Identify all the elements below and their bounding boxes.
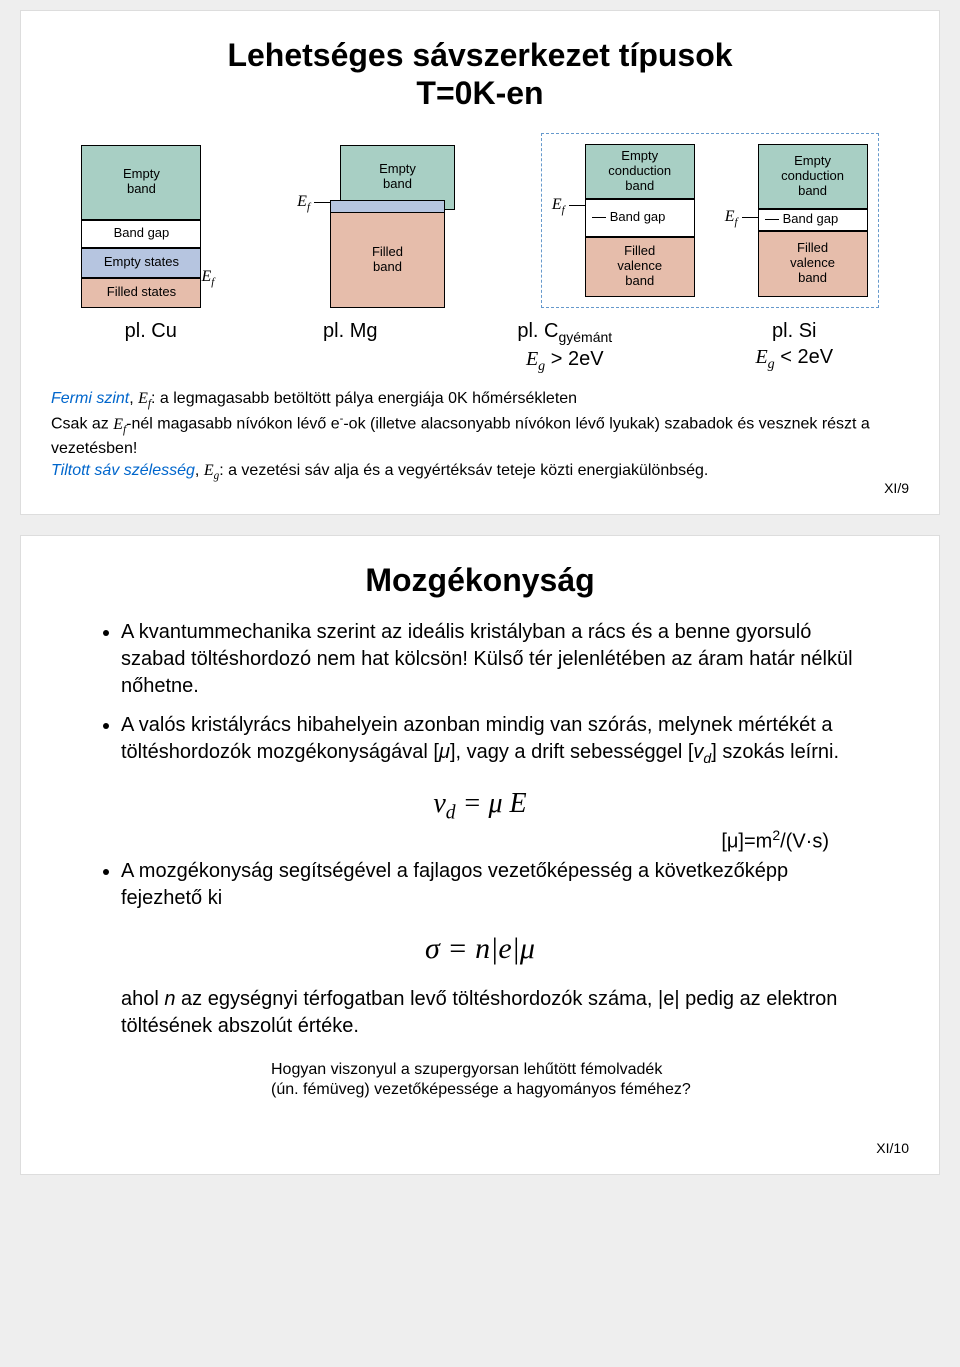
cu-filled-states: Filled states	[81, 278, 201, 308]
slide-2: Mozgékonyság A kvantummechanika szerint …	[20, 535, 940, 1175]
diamond-gap: Band gap	[585, 199, 695, 237]
bullet-2: A valós kristályrács hibahelyein azonban…	[121, 712, 869, 768]
cu-empty-states: Empty states	[81, 248, 201, 278]
slide1-notes: Fermi szint, Ef: a legmagasabb betöltött…	[51, 388, 909, 484]
col-si: Ef Empty conduction band Band gap Filled…	[725, 144, 868, 297]
si-gap: Band gap	[758, 209, 868, 231]
si-valence: Filled valence band	[758, 231, 868, 297]
col-mg: Ef Empty band Filled band	[297, 145, 460, 308]
page-number-1: XI/9	[884, 480, 909, 496]
note-only-ef: Csak az Ef-nél magasabb nívókon lévő e--…	[51, 412, 909, 459]
band-diagram-row: Empty band Band gap Empty states Filled …	[51, 133, 909, 308]
equation-vd: vd = μ E	[91, 788, 869, 825]
semiconductor-group: Ef Empty conduction band Band gap Filled…	[541, 133, 879, 308]
si-conduction: Empty conduction band	[758, 144, 868, 209]
bullet-3: A mozgékonyság segítségével a fajlagos v…	[121, 858, 869, 912]
bullet-1: A kvantummechanika szerint az ideális kr…	[121, 619, 869, 700]
label-diamond: pl. Cgyémánt Eg > 2eV	[480, 318, 650, 376]
diamond-valence: Filled valence band	[585, 237, 695, 297]
page-number-2: XI/10	[876, 1140, 909, 1156]
equation-sigma: σ = n|e|μ	[91, 932, 869, 966]
paragraph-where: ahol n az egységnyi térfogatban levő töl…	[91, 986, 869, 1040]
slide1-title: Lehetséges sávszerkezet típusok T=0K-en	[51, 36, 909, 113]
title-line2: T=0K-en	[416, 75, 543, 111]
footer-question: Hogyan viszonyul a szupergyorsan lehűtöt…	[91, 1060, 869, 1102]
col-cu: Empty band Band gap Empty states Filled …	[81, 145, 216, 308]
note-bandgap: Tiltott sáv szélesség, Eg: a vezetési sá…	[51, 460, 909, 484]
label-mg: pl. Mg	[280, 318, 420, 376]
mg-overlap-upper	[330, 200, 445, 212]
cu-band-gap: Band gap	[81, 220, 201, 248]
label-si: pl. Si Eg < 2eV	[709, 318, 879, 376]
mg-filled-band: Filled band	[330, 212, 445, 308]
note-fermi: Fermi szint, Ef: a legmagasabb betöltött…	[51, 388, 909, 412]
title-line1: Lehetséges sávszerkezet típusok	[227, 37, 732, 73]
diagram-labels: pl. Cu pl. Mg pl. Cgyémánt Eg > 2eV pl. …	[51, 318, 909, 376]
col-diamond: Ef Empty conduction band Band gap Filled…	[552, 144, 695, 297]
cu-empty-band: Empty band	[81, 145, 201, 220]
diamond-conduction: Empty conduction band	[585, 144, 695, 199]
label-cu: pl. Cu	[81, 318, 221, 376]
unit-mu: [μ]=m2/(V·s)	[91, 827, 869, 854]
slide-1: Lehetséges sávszerkezet típusok T=0K-en …	[20, 10, 940, 515]
slide2-title: Mozgékonyság	[51, 561, 909, 599]
slide2-content: A kvantummechanika szerint az ideális kr…	[51, 619, 909, 1101]
